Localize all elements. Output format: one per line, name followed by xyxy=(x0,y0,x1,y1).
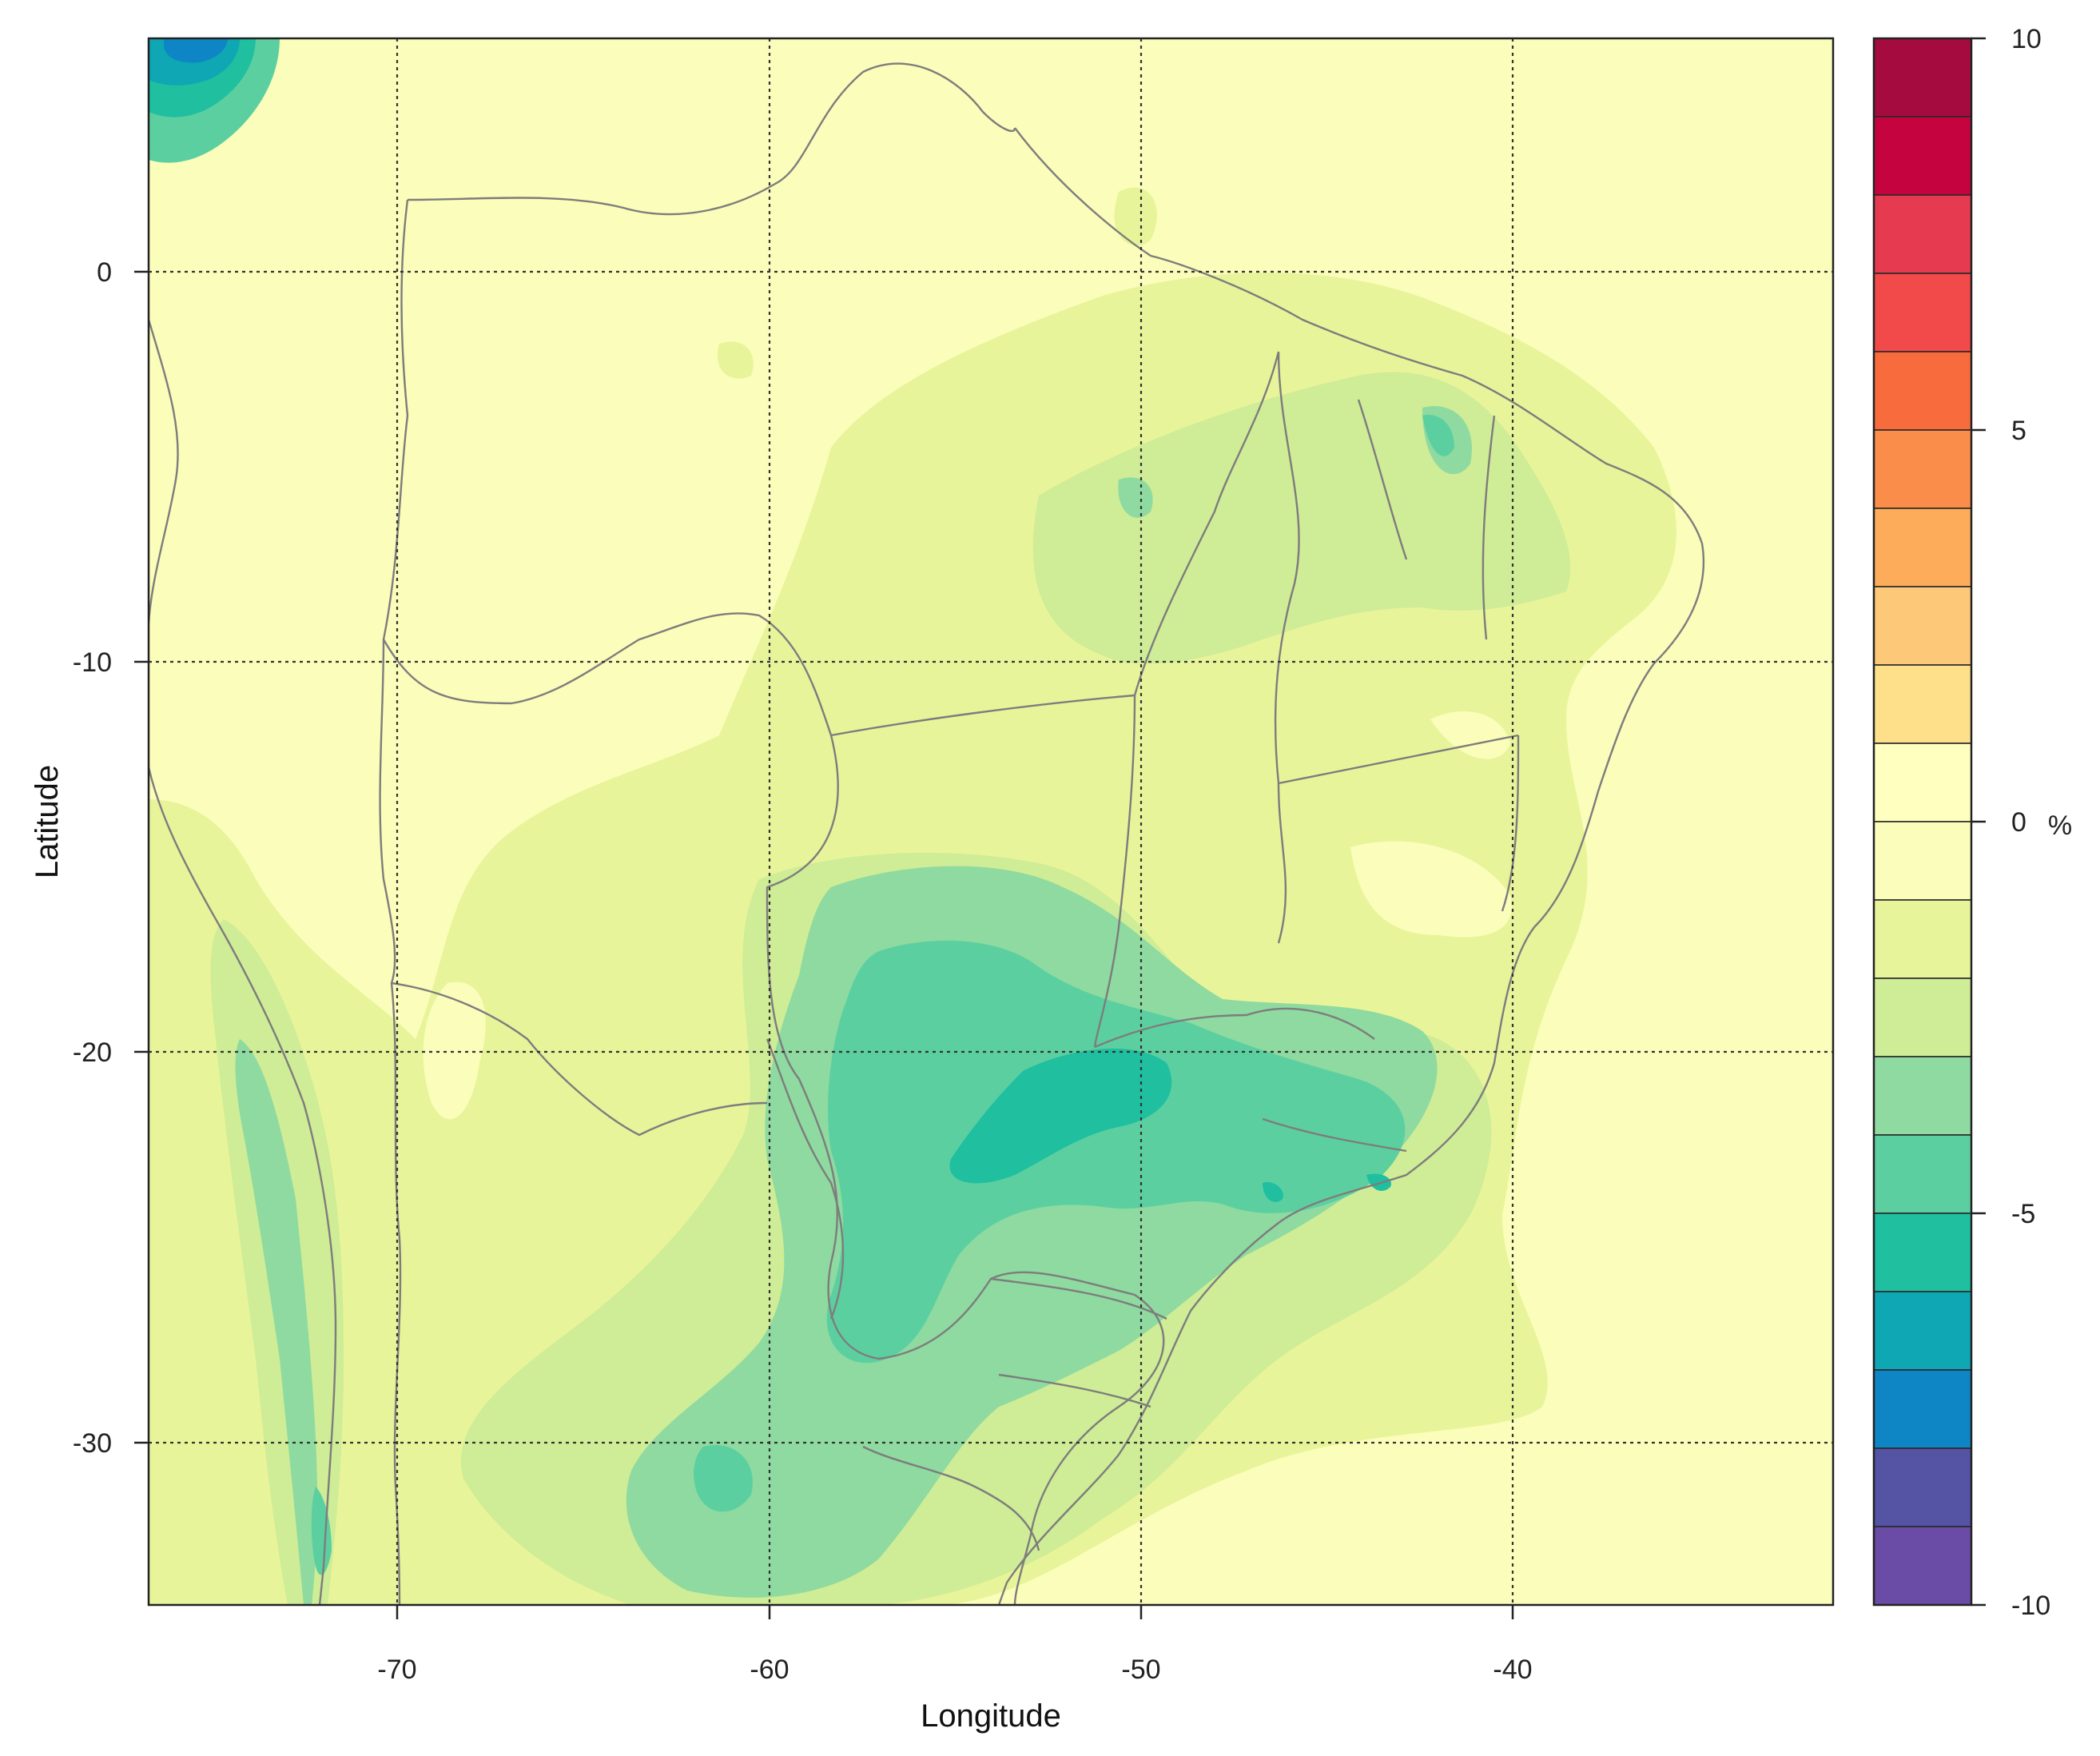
colorbar-swatch xyxy=(1873,116,1972,196)
colorbar-swatch xyxy=(1873,194,1972,274)
colorbar-swatch xyxy=(1873,586,1972,666)
colorbar-swatch xyxy=(1873,1526,1972,1606)
y-tick-label: -20 xyxy=(73,1037,112,1068)
colorbar-labels: 10 5 0 -5 -10 xyxy=(1971,24,2050,1621)
bolivia-border xyxy=(379,639,768,1137)
x-tick-label: -70 xyxy=(377,1654,416,1685)
colorbar-swatch xyxy=(1873,429,1972,509)
graticule xyxy=(149,38,1833,1605)
colorbar-swatch xyxy=(1873,351,1972,431)
colorbar-swatch xyxy=(1873,743,1972,822)
y-tick-label: 0 xyxy=(97,257,112,288)
colorbar-swatch xyxy=(1873,899,1972,979)
coastline xyxy=(997,127,1705,1605)
y-axis-title: Latitude xyxy=(30,765,65,878)
pacific-coast xyxy=(149,319,337,1605)
brazil-north-border xyxy=(407,62,1016,216)
colorbar-tick-label: 10 xyxy=(2011,24,2042,54)
colorbar-swatch xyxy=(1873,978,1972,1057)
field-colombia-corner xyxy=(149,38,280,163)
colorbar-tick-label: 5 xyxy=(2011,416,2026,446)
x-axis-title: Longitude xyxy=(921,1698,1061,1734)
colorbar xyxy=(1872,37,1973,1607)
colorbar-swatch xyxy=(1873,38,1972,117)
field-level-minus5 xyxy=(949,1048,1391,1202)
colorbar-swatch xyxy=(1873,1447,1972,1527)
colorbar-swatch xyxy=(1873,1369,1972,1449)
anomaly-field xyxy=(149,38,1833,1605)
x-tick-label: -60 xyxy=(750,1654,789,1685)
colorbar-unit: % xyxy=(2048,810,2072,841)
brazil-west-border xyxy=(382,199,1165,1605)
colorbar-swatch xyxy=(1873,1212,1972,1292)
field-level-minus4 xyxy=(311,415,1454,1575)
y-axis xyxy=(134,270,149,1444)
colorbar-swatch xyxy=(1873,1291,1972,1371)
paraguay-border xyxy=(766,1038,845,1320)
argentina-uruguay-border xyxy=(862,1445,1040,1551)
borders-layer xyxy=(149,62,1705,1605)
colorbar-swatch xyxy=(1873,273,1972,352)
colorbar-tick-label: 0 xyxy=(2011,807,2026,838)
colorbar-swatch xyxy=(1873,1134,1972,1214)
x-tick-label: -40 xyxy=(1493,1654,1532,1685)
state-borders xyxy=(830,351,1520,1408)
plot-frame xyxy=(147,37,1835,1607)
x-tick-label: -50 xyxy=(1121,1654,1160,1685)
colorbar-swatch xyxy=(1873,821,1972,901)
andes-border xyxy=(390,982,402,1605)
y-tick-label: -30 xyxy=(73,1428,112,1459)
colorbar-swatch xyxy=(1873,508,1972,587)
colorbar-tick-label: -10 xyxy=(2011,1591,2050,1621)
x-axis xyxy=(396,1605,1514,1619)
field-holes xyxy=(423,711,1512,1120)
colorbar-swatch xyxy=(1873,664,1972,744)
colorbar-tick-label: -5 xyxy=(2011,1199,2035,1229)
colorbar-swatch xyxy=(1873,1056,1972,1136)
y-tick-label: -10 xyxy=(73,647,112,678)
